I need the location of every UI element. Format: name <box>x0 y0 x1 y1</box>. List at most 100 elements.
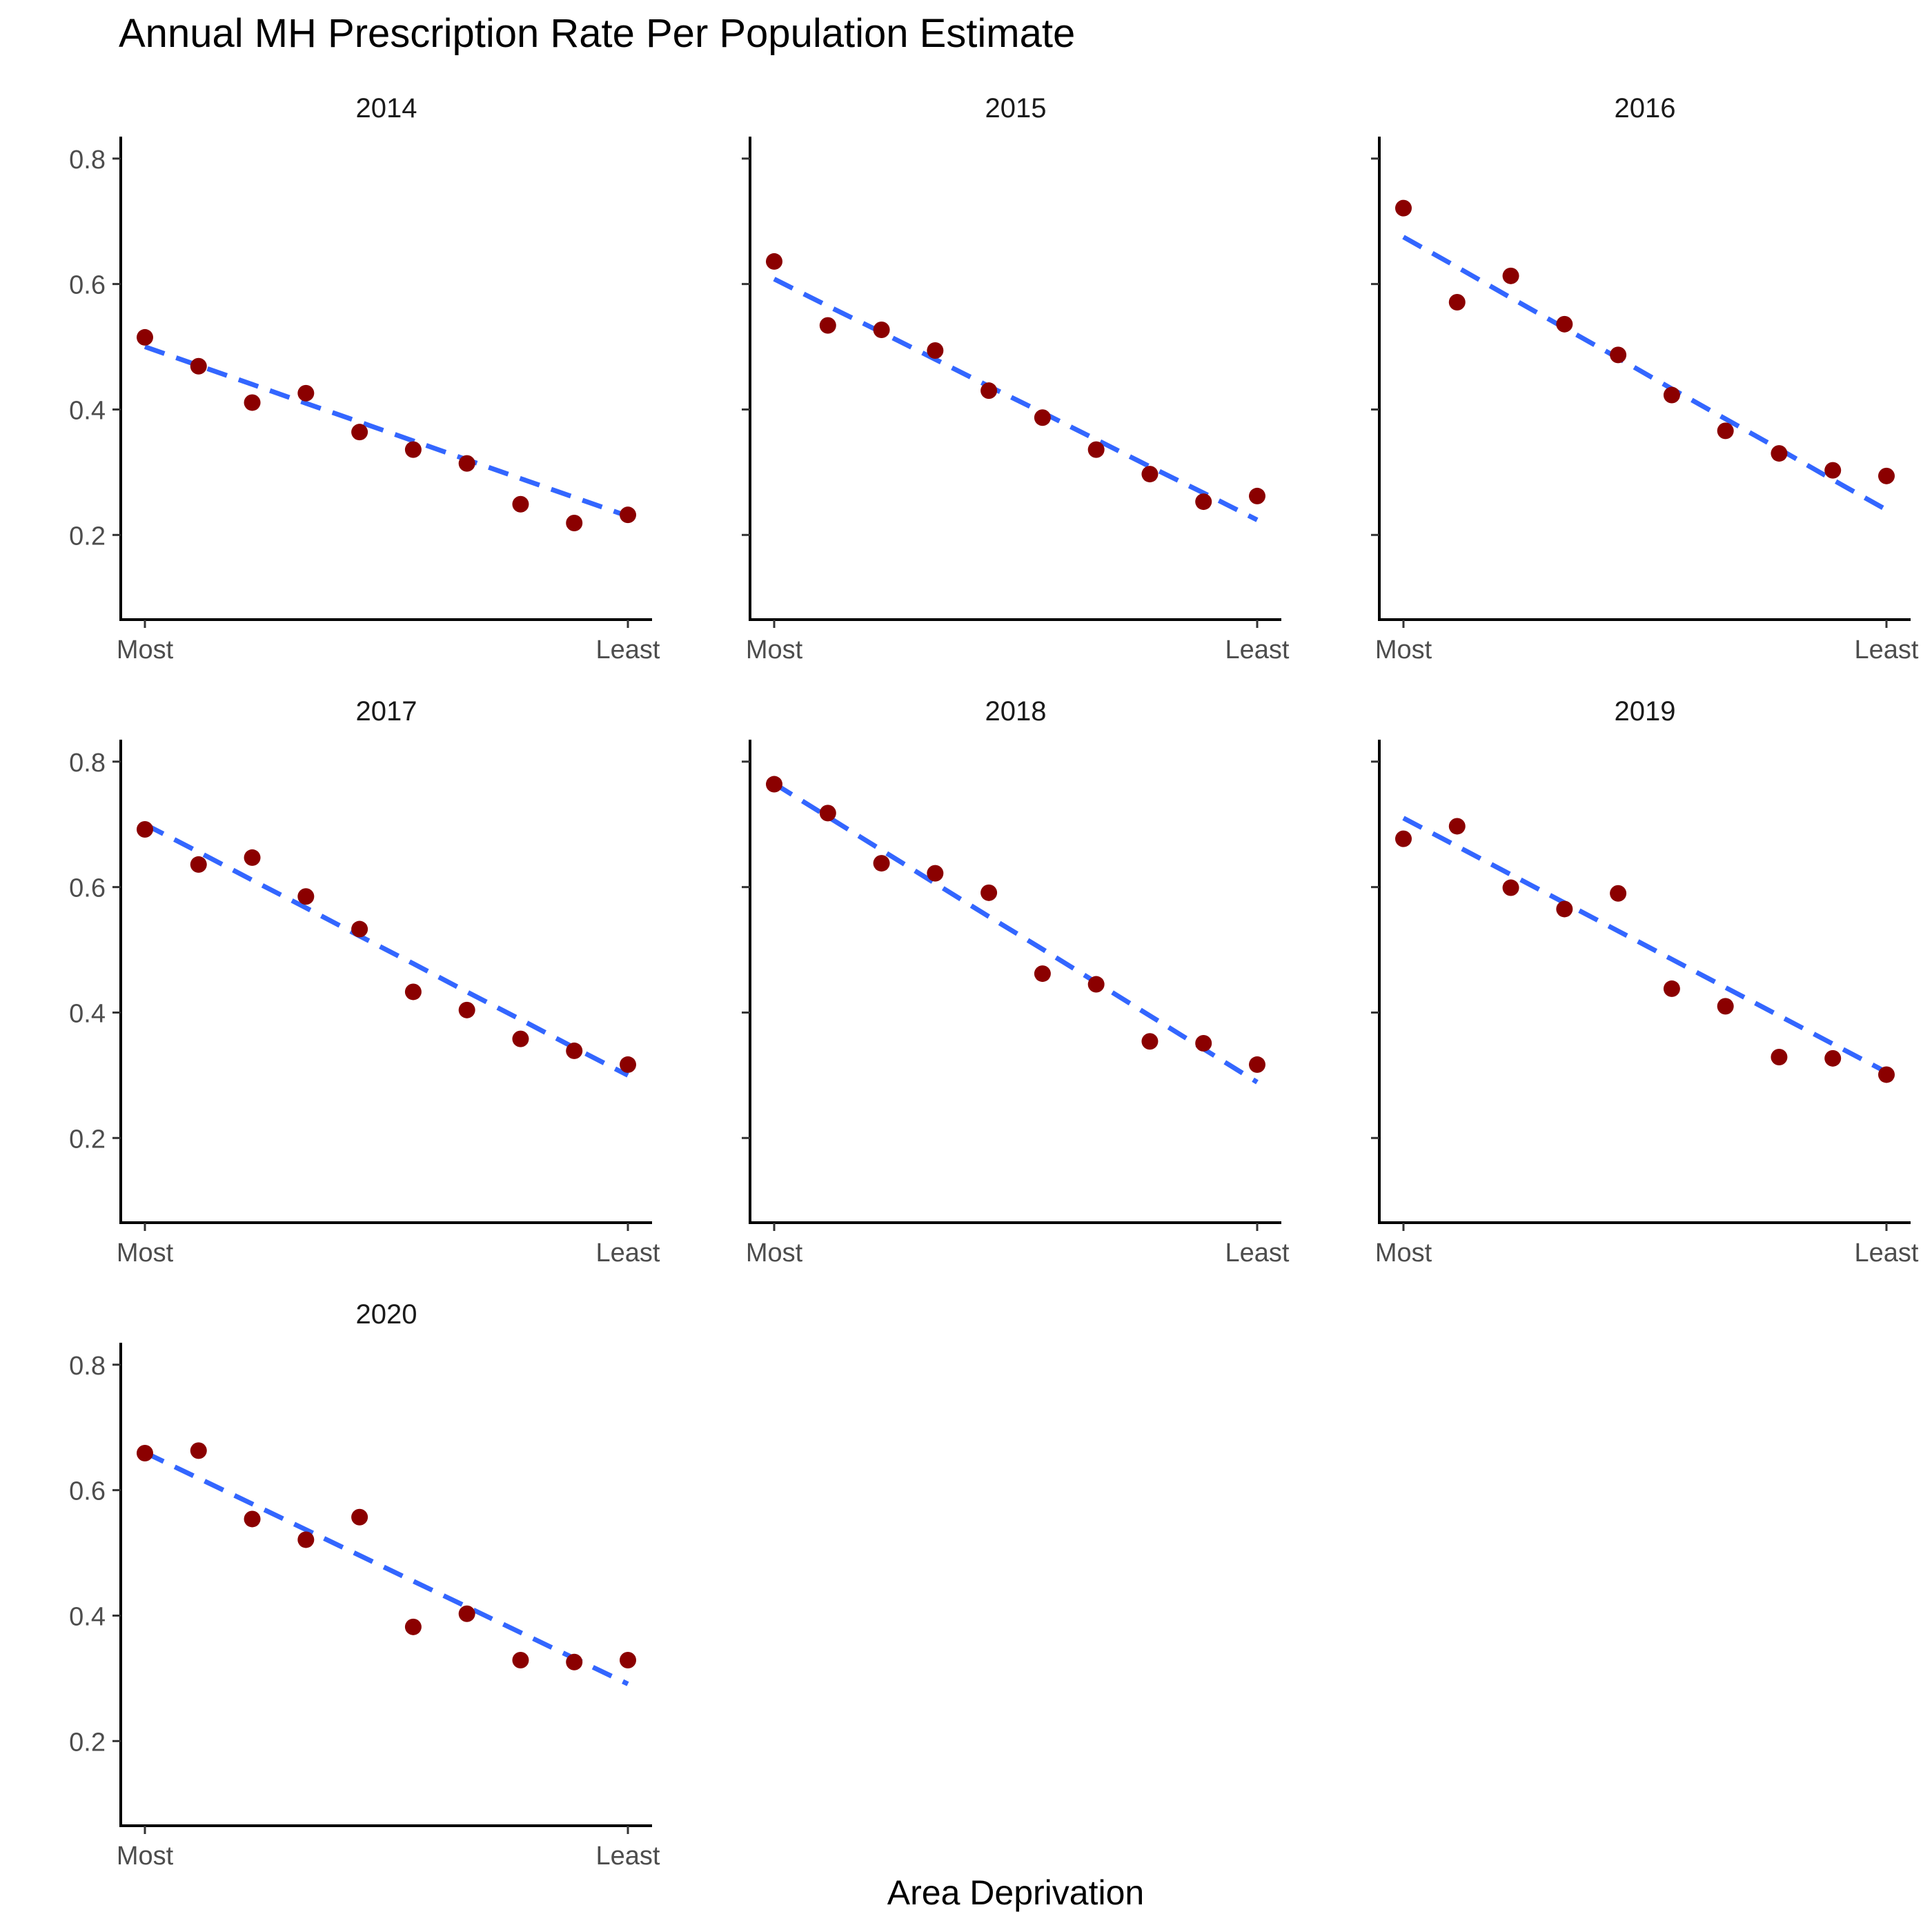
y-tick-label: 0.2 <box>69 1728 106 1757</box>
data-point <box>404 1618 422 1635</box>
data-point <box>1195 493 1212 511</box>
trend-line <box>144 822 629 1078</box>
data-point <box>137 328 153 346</box>
trend-line <box>144 1450 629 1686</box>
data-point <box>1771 445 1788 462</box>
data-point <box>566 1653 583 1670</box>
data-point <box>190 856 207 873</box>
data-point <box>1034 409 1051 426</box>
y-tick-label: 0.6 <box>69 874 106 903</box>
data-point <box>1556 900 1573 918</box>
data-point <box>1824 462 1842 479</box>
data-point <box>873 322 890 338</box>
data-point <box>766 776 782 793</box>
y-tick-label: 0.8 <box>69 749 106 778</box>
x-tick-label: Most <box>117 1239 174 1268</box>
facet-panel: 2018 Most Least <box>742 696 1290 1268</box>
data-point <box>620 1652 636 1668</box>
trend-line <box>144 344 629 519</box>
data-point <box>819 805 836 822</box>
y-tick-label: 0.8 <box>69 1352 106 1381</box>
panel-title: 2017 <box>356 696 417 727</box>
y-tick-label: 0.8 <box>69 146 106 175</box>
data-point <box>1249 1056 1265 1073</box>
data-point <box>1502 879 1519 896</box>
data-point <box>351 424 368 441</box>
data-point <box>244 1510 261 1528</box>
x-tick-label: Least <box>596 1842 660 1871</box>
data-point <box>351 920 368 938</box>
data-point <box>1824 1049 1842 1067</box>
facet-panel: 2020 0.2 0.4 0.6 0.8 Most Least <box>69 1299 660 1871</box>
data-point <box>1663 386 1680 404</box>
y-tick-label: 0.4 <box>69 999 106 1028</box>
data-point <box>620 1056 636 1073</box>
x-tick-label: Most <box>1375 1239 1432 1268</box>
data-point <box>1878 1066 1895 1083</box>
data-point <box>1502 267 1519 284</box>
x-tick-label: Most <box>117 635 174 664</box>
data-point <box>1771 1049 1788 1065</box>
x-tick-label: Most <box>746 1239 803 1268</box>
data-point <box>980 382 998 400</box>
data-point <box>1195 1035 1212 1052</box>
panel-title: 2014 <box>356 93 417 124</box>
data-point <box>620 506 636 524</box>
data-point <box>190 1442 207 1459</box>
panel-title: 2018 <box>985 696 1047 727</box>
panel-title: 2016 <box>1615 93 1676 124</box>
data-point <box>1610 346 1627 364</box>
data-point <box>927 342 944 359</box>
data-point <box>244 394 261 411</box>
data-point <box>1249 487 1265 504</box>
x-tick-label: Most <box>1375 635 1432 664</box>
data-point <box>1087 976 1105 993</box>
data-point <box>1717 422 1734 440</box>
data-point <box>297 888 315 905</box>
chart-title: Annual MH Prescription Rate Per Populati… <box>119 11 1075 56</box>
panel-title: 2015 <box>985 93 1047 124</box>
data-point <box>566 1042 583 1059</box>
trend-line <box>773 277 1259 522</box>
y-tick-label: 0.2 <box>69 1125 106 1154</box>
data-point <box>1878 467 1895 484</box>
data-point <box>404 441 422 458</box>
data-point <box>1395 830 1412 847</box>
x-axis-title: Area Deprivation <box>887 1873 1144 1912</box>
data-point <box>1448 818 1466 835</box>
data-point <box>244 849 261 866</box>
facet-panel: 2017 0.2 0.4 0.6 0.8 Most Least <box>69 696 660 1268</box>
data-point <box>1087 441 1105 458</box>
y-tick-label: 0.6 <box>69 271 106 300</box>
trend-line <box>1402 235 1888 512</box>
data-point <box>1141 1033 1159 1050</box>
facet-panel: 2015 Most Least <box>742 93 1290 664</box>
data-point <box>1663 980 1680 997</box>
data-point <box>1448 294 1466 310</box>
data-point <box>819 317 836 334</box>
x-tick-label: Least <box>1855 635 1919 664</box>
x-tick-label: Least <box>1225 1239 1290 1268</box>
panel-title: 2020 <box>356 1299 417 1330</box>
facet-panel: 2019 Most Least <box>1371 696 1919 1268</box>
data-point <box>297 384 315 402</box>
data-point <box>1556 315 1573 333</box>
data-point <box>458 455 475 472</box>
x-tick-label: Least <box>596 635 660 664</box>
trend-line <box>1402 816 1888 1074</box>
x-tick-label: Least <box>1225 635 1290 664</box>
data-point <box>512 1030 529 1047</box>
y-tick-label: 0.4 <box>69 1602 106 1631</box>
x-tick-label: Least <box>1855 1239 1919 1268</box>
facet-panel: 2016 Most Least <box>1371 93 1919 664</box>
data-point <box>404 983 422 1000</box>
facet-panel: 2014 0.2 0.4 0.6 0.8 Most Least <box>69 93 660 664</box>
x-tick-label: Least <box>596 1239 660 1268</box>
data-point <box>873 855 890 872</box>
panel-title: 2019 <box>1615 696 1676 727</box>
x-tick-label: Most <box>746 635 803 664</box>
y-tick-label: 0.6 <box>69 1477 106 1506</box>
data-point <box>1395 199 1412 217</box>
